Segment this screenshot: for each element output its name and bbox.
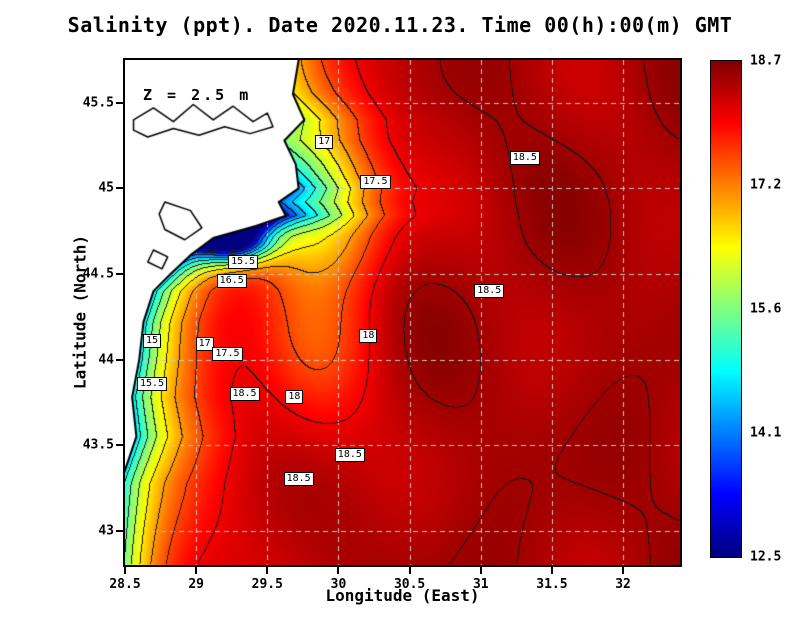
x-tick-mark — [266, 565, 269, 574]
x-tick-mark — [408, 565, 411, 574]
contour-label: 17 — [315, 135, 334, 150]
y-tick-label: 44 — [98, 352, 114, 368]
x-tick-label: 29.5 — [251, 577, 283, 592]
y-tick-mark — [116, 529, 125, 532]
contour-label: 17.5 — [360, 174, 391, 189]
contour-label: 15.5 — [228, 255, 259, 269]
colorbar-tick-label: 17.2 — [750, 177, 782, 193]
x-tick-label: 32 — [615, 577, 631, 592]
contour-label: 18.5 — [474, 284, 505, 299]
figure-title: Salinity (ppt). Date 2020.11.23. Time 00… — [67, 13, 733, 37]
y-tick-mark — [116, 272, 125, 275]
y-tick-label: 45 — [98, 180, 114, 196]
y-tick-mark — [116, 358, 125, 361]
contour-label: 18.5 — [229, 386, 260, 401]
contour-label: 18.5 — [334, 448, 365, 463]
contour-labels-layer: 17 17.5 18.5 15.5 16.5 18.5 15 17 17.5 18 15.5 18.5… — [125, 60, 680, 565]
colorbar-tick-label: 14.1 — [750, 425, 782, 441]
y-axis-tick-labels: 43 43.5 44 44.5 45 45.5 — [0, 60, 114, 565]
y-tick-mark — [116, 187, 125, 190]
x-tick-mark — [622, 565, 625, 574]
colorbar-tick-label: 15.6 — [750, 301, 782, 317]
x-tick-label: 31.5 — [536, 577, 568, 592]
contour-label: 18 — [285, 390, 304, 405]
colorbar-tick-labels: 18.7 17.2 15.6 14.1 12.5 — [750, 54, 798, 565]
contour-label: 15.5 — [136, 376, 168, 391]
x-tick-label: 30.5 — [393, 577, 426, 592]
contour-label: 18.5 — [283, 472, 314, 487]
y-tick-label: 43 — [98, 523, 114, 539]
x-tick-label: 30 — [330, 577, 347, 592]
colorbar-canvas — [711, 61, 741, 557]
x-tick-mark — [550, 565, 553, 574]
contour-label: 15 — [143, 333, 162, 348]
x-tick-mark — [195, 565, 198, 574]
contour-label: 17 — [195, 337, 214, 352]
x-tick-label: 29 — [188, 577, 204, 592]
map-plot-area: Z = 2.5 m 17 17.5 18.5 15.5 16.5 18.5 15 17 17.5… — [109, 58, 682, 592]
y-tick-mark — [116, 444, 125, 447]
y-tick-mark — [116, 101, 125, 104]
depth-annotation: Z = 2.5 m — [143, 86, 252, 104]
colorbar-tick-label: 12.5 — [750, 549, 782, 565]
y-tick-label: 45.5 — [82, 95, 114, 111]
contour-label: 17.5 — [212, 347, 243, 362]
x-tick-mark — [479, 565, 482, 574]
y-tick-label: 43.5 — [82, 437, 114, 453]
x-axis-title: Longitude (East) — [325, 586, 480, 605]
contour-label: 18.5 — [509, 150, 540, 165]
x-tick-label: 31 — [472, 577, 489, 592]
salinity-field-canvas — [125, 60, 680, 565]
colorbar-tick-label: 18.7 — [750, 53, 782, 69]
x-tick-label: 28.5 — [109, 577, 141, 592]
colorbar — [710, 60, 742, 558]
x-tick-mark — [337, 565, 340, 574]
contour-label: 16.5 — [216, 273, 247, 288]
contour-label: 18 — [359, 328, 378, 343]
y-tick-label: 44.5 — [82, 266, 114, 282]
x-tick-mark — [124, 565, 126, 574]
